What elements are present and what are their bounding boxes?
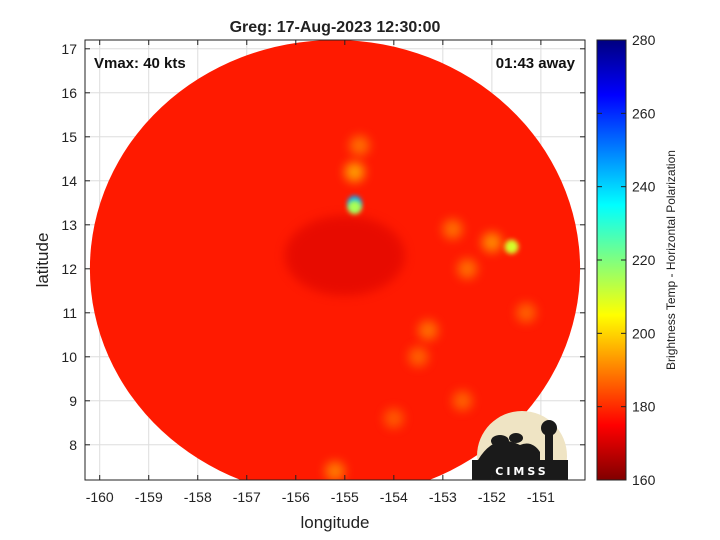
colorbar-tick-label: 240	[632, 179, 656, 195]
brightness-feature	[418, 320, 439, 341]
brightness-feature	[442, 219, 463, 240]
colorbar-tick-label: 160	[632, 472, 656, 488]
brightness-feature	[349, 135, 370, 156]
y-tick-label: 10	[61, 349, 77, 365]
chart-title: Greg: 17-Aug-2023 12:30:00	[230, 19, 441, 36]
x-axis-label: longitude	[300, 513, 369, 532]
x-tick-label: -155	[331, 489, 359, 505]
axes-frame	[84, 39, 586, 481]
y-tick-label: 15	[61, 129, 77, 145]
x-tick-label: -152	[478, 489, 506, 505]
x-tick-label: -159	[135, 489, 163, 505]
y-tick-label: 12	[61, 261, 77, 277]
colorbar-tick-label: 220	[632, 252, 656, 268]
y-tick-label: 11	[62, 305, 77, 321]
x-tick-label: -160	[86, 489, 114, 505]
x-tick-label: -156	[282, 489, 310, 505]
y-tick-label: 9	[69, 393, 77, 409]
y-axis-label: latitude	[33, 233, 52, 288]
y-tick-label: 13	[61, 217, 77, 233]
colorbar-ticks: 160 180 200 220 240 260 280	[597, 32, 656, 488]
y-axis: 8 9 10 11 12 13 14 15 16 17	[61, 41, 585, 453]
brightness-feature	[347, 200, 362, 215]
brightness-feature	[325, 461, 345, 480]
colorbar-tick-label: 260	[632, 105, 656, 121]
x-tick-label: -158	[184, 489, 212, 505]
x-axis: -160 -159 -158 -157 -156 -155 -154 -153 -152 -151	[86, 40, 555, 505]
brightness-feature	[481, 232, 502, 253]
time-offset-annotation: 01:43 away	[496, 55, 576, 72]
x-tick-label: -151	[527, 489, 555, 505]
brightness-feature	[452, 390, 473, 411]
cimss-logo: CIMSS	[472, 411, 568, 480]
colorbar-tick-label: 200	[632, 325, 656, 341]
y-tick-label: 14	[61, 173, 77, 189]
brightness-feature	[504, 239, 519, 254]
colorbar-tick-label: 180	[632, 399, 656, 415]
logo-text: CIMSS	[495, 465, 548, 478]
brightness-feature	[344, 162, 365, 182]
x-tick-label: -157	[233, 489, 261, 505]
y-tick-label: 17	[61, 41, 77, 57]
brightness-feature	[516, 302, 537, 323]
vmax-annotation: Vmax: 40 kts	[94, 55, 186, 72]
colorbar-label: Brightness Temp - Horizontal Polarizatio…	[664, 150, 678, 370]
swath-layer	[89, 40, 581, 480]
y-tick-label: 16	[61, 85, 77, 101]
storm-core	[284, 215, 405, 296]
brightness-feature	[457, 258, 478, 279]
brightness-feature	[408, 346, 429, 367]
y-tick-label: 8	[69, 437, 77, 453]
x-tick-label: -154	[380, 489, 408, 505]
colorbar-tick-label: 280	[632, 32, 656, 48]
brightness-feature	[383, 408, 404, 429]
x-tick-label: -153	[429, 489, 457, 505]
